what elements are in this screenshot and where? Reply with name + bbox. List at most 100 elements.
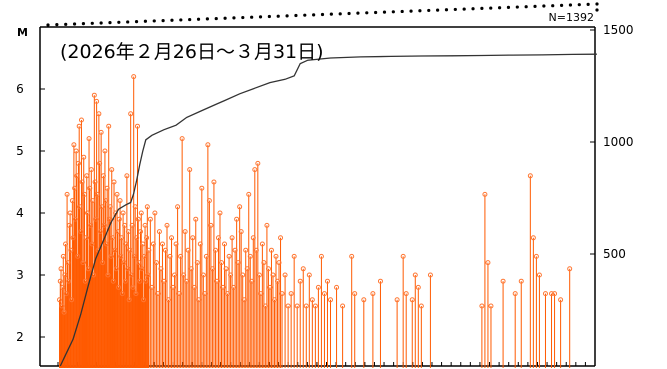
magnitude-marker	[225, 291, 231, 297]
magnitude-marker	[179, 136, 185, 142]
magnitude-marker	[159, 241, 165, 247]
magnitude-marker	[69, 297, 75, 303]
magnitude-marker	[130, 284, 136, 290]
magnitude-marker	[238, 229, 244, 235]
magnitude-marker	[92, 179, 98, 185]
magnitude-marker	[127, 247, 133, 253]
magnitude-marker	[141, 253, 147, 259]
magnitude-marker	[142, 222, 148, 228]
leader-dot	[205, 17, 209, 21]
magnitude-marker	[75, 253, 81, 259]
leader-dot	[568, 3, 573, 7]
magnitude-marker	[256, 272, 262, 278]
magnitude-markers	[57, 74, 573, 315]
magnitude-marker	[124, 173, 130, 179]
leader-dot	[382, 10, 387, 14]
magnitude-marker	[101, 222, 107, 228]
magnitude-marker	[158, 266, 164, 272]
left-tick-label: 6	[16, 82, 24, 96]
magnitude-marker	[161, 278, 167, 284]
magnitude-marker	[64, 191, 70, 197]
magnitude-marker	[243, 247, 249, 253]
magnitude-marker	[143, 278, 149, 284]
magnitude-marker	[67, 210, 73, 216]
leader-dot	[223, 16, 227, 20]
magnitude-marker	[84, 173, 90, 179]
magnitude-marker	[403, 291, 409, 297]
magnitude-marker	[175, 204, 181, 210]
magnitude-marker	[285, 303, 291, 309]
leader-dot	[312, 13, 316, 17]
leader-dot	[72, 22, 77, 26]
magnitude-marker	[197, 241, 203, 247]
cumulative-series	[59, 53, 597, 367]
magnitude-marker	[235, 260, 241, 266]
magnitude-marker	[275, 278, 281, 284]
magnitude-marker	[144, 235, 150, 241]
magnitude-marker	[119, 235, 125, 241]
magnitude-marker	[58, 266, 64, 272]
magnitude-marker	[208, 222, 214, 228]
magnitude-marker	[147, 216, 153, 222]
magnitude-marker	[141, 297, 147, 303]
magnitude-marker	[109, 167, 115, 173]
magnitude-marker	[121, 260, 127, 266]
magnitude-marker	[169, 235, 175, 241]
magnitude-marker	[488, 303, 494, 309]
magnitude-marker	[57, 278, 63, 284]
magnitude-marker	[220, 284, 226, 290]
magnitude-marker	[176, 291, 182, 297]
magnitude-marker	[200, 272, 206, 278]
magnitude-marker	[294, 303, 300, 309]
magnitude-marker	[291, 253, 297, 259]
magnitude-marker	[234, 216, 240, 222]
magnitude-marker	[196, 297, 202, 303]
magnitude-marker	[182, 229, 188, 235]
magnitude-marker	[244, 266, 250, 272]
magnitude-marker	[63, 291, 69, 297]
leader-dot	[347, 11, 351, 16]
magnitude-marker	[271, 297, 277, 303]
magnitude-marker	[87, 185, 93, 191]
magnitude-marker	[91, 92, 97, 98]
right-tick-label: 500	[603, 247, 626, 261]
magnitude-marker	[418, 303, 424, 309]
magnitude-marker	[349, 253, 355, 259]
magnitude-marker	[185, 247, 191, 253]
magnitude-marker	[276, 260, 282, 266]
magnitude-marker	[89, 241, 95, 247]
magnitude-marker	[181, 272, 187, 278]
leader-dot	[374, 10, 378, 15]
magnitude-marker	[104, 185, 110, 191]
leader-dot	[161, 18, 165, 23]
leader-dot	[551, 4, 555, 8]
magnitude-marker	[202, 291, 208, 297]
leader-dot	[108, 21, 112, 25]
left-tick-label: 4	[16, 206, 24, 220]
leader-dot	[409, 9, 413, 13]
magnitude-marker	[518, 278, 524, 284]
magnitude-marker	[370, 291, 376, 297]
magnitude-marker	[409, 297, 415, 303]
magnitude-marker	[231, 284, 237, 290]
magnitude-marker	[250, 235, 256, 241]
magnitude-marker	[100, 260, 106, 266]
magnitude-marker	[240, 272, 246, 278]
magnitude-marker	[479, 303, 485, 309]
magnitude-marker	[279, 291, 285, 297]
magnitude-marker	[194, 260, 200, 266]
leader-dot	[294, 13, 298, 18]
magnitude-marker	[90, 198, 96, 204]
magnitude-marker	[222, 241, 228, 247]
magnitude-marker	[69, 198, 75, 204]
magnitude-marker	[321, 291, 327, 297]
leader-dot	[462, 7, 466, 11]
magnitude-marker	[377, 278, 383, 284]
leader-dot	[524, 5, 528, 9]
magnitude-marker	[120, 210, 126, 216]
magnitude-marker	[229, 235, 235, 241]
magnitude-marker	[76, 123, 82, 129]
magnitude-marker	[128, 272, 134, 278]
magnitude-marker	[259, 241, 265, 247]
magnitude-marker	[193, 216, 199, 222]
